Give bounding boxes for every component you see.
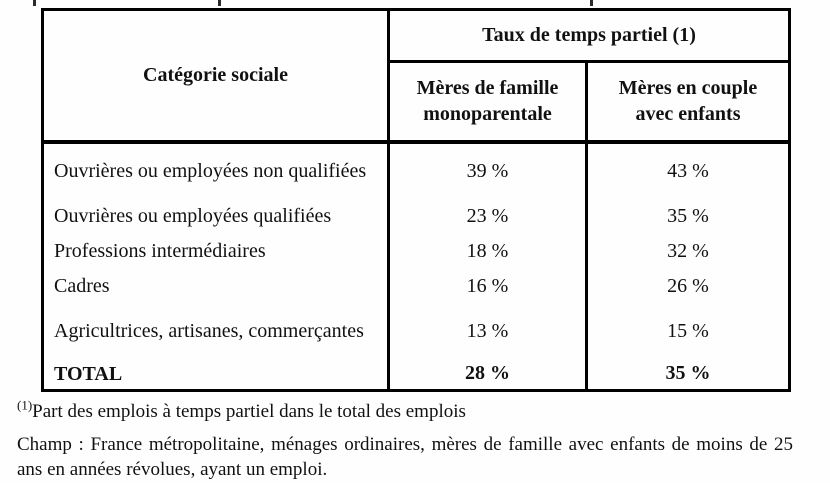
- row-label: Professions intermédiaires: [54, 239, 266, 262]
- table-row: Professions intermédiaires 18 % 32 %: [43, 233, 790, 269]
- row-value-monoparentale: 18 %: [387, 233, 587, 269]
- footnote-marker: (1): [17, 397, 33, 413]
- row-value-couple: 35 %: [584, 198, 790, 234]
- cut-off-text-fragment: [218, 0, 221, 6]
- row-label: Cadres: [54, 274, 110, 297]
- row-value-monoparentale: 23 %: [387, 198, 587, 234]
- column-header-categorie-sociale: Catégorie sociale: [42, 9, 390, 144]
- cut-off-text-fragment: [33, 0, 36, 6]
- row-value-couple: 35 %: [584, 358, 790, 391]
- row-value-monoparentale: 13 %: [387, 303, 587, 359]
- table-header-row-group: Catégorie sociale Taux de temps partiel …: [42, 9, 790, 144]
- row-value-couple: 32 %: [584, 233, 790, 269]
- footnote-definition: (1)Part des emplois à temps partiel dans…: [17, 397, 466, 424]
- table-row-total: TOTAL 28 % 35 %: [43, 358, 790, 391]
- group-header-taux-temps-partiel: Taux de temps partiel (1): [388, 9, 790, 63]
- table-row: Agricultrices, artisanes, commerçantes 1…: [43, 303, 790, 359]
- row-value-couple: 26 %: [584, 268, 790, 304]
- row-value-couple: 43 %: [584, 141, 790, 199]
- part-time-rate-table: Catégorie sociale Taux de temps partiel …: [41, 8, 792, 392]
- row-label: Ouvrières ou employées non qualifiées: [54, 159, 367, 182]
- row-label: Agricultrices, artisanes, commerçantes: [54, 319, 364, 342]
- table-row: Ouvrières ou employées qualifiées 23 % 3…: [43, 198, 790, 234]
- table-row: Ouvrières ou employées non qualifiées 39…: [43, 141, 790, 199]
- column-header-meres-monoparentale: Mères de famille monoparentale: [388, 61, 587, 144]
- row-value-couple: 15 %: [584, 303, 790, 359]
- footnote-text: Part des emplois à temps partiel dans le…: [32, 401, 466, 422]
- cut-off-text-fragment: [590, 0, 593, 6]
- footnote-champ: Champ : France métropolitaine, ménages o…: [17, 434, 793, 480]
- row-value-monoparentale: 39 %: [387, 141, 587, 199]
- row-label-total: TOTAL: [54, 362, 123, 385]
- row-value-monoparentale: 16 %: [387, 268, 587, 304]
- row-value-monoparentale: 28 %: [387, 358, 587, 391]
- row-label: Ouvrières ou employées qualifiées: [54, 204, 332, 227]
- column-header-meres-en-couple: Mères en couple avec enfants: [584, 61, 790, 144]
- table-header-row-sub: Mères de famille monoparentale Mères en …: [43, 61, 790, 144]
- table-row: Cadres 16 % 26 %: [43, 268, 790, 304]
